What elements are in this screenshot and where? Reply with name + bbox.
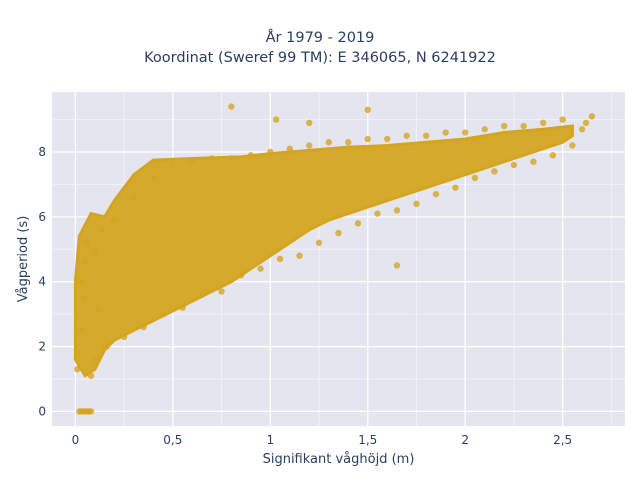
data-point xyxy=(315,239,323,246)
data-point xyxy=(539,119,547,127)
data-point xyxy=(471,174,479,182)
data-point xyxy=(491,168,498,175)
data-point xyxy=(442,129,449,136)
data-point xyxy=(228,103,235,110)
x-tick-label: 1 xyxy=(266,433,274,447)
data-point xyxy=(247,152,254,159)
data-point xyxy=(364,135,371,143)
data-point xyxy=(91,356,99,363)
data-point xyxy=(91,249,99,256)
data-point xyxy=(272,116,280,123)
data-point xyxy=(582,119,590,127)
data-point xyxy=(228,155,235,162)
data-point xyxy=(76,349,83,357)
data-point xyxy=(257,265,264,272)
data-point xyxy=(393,207,401,214)
data-point xyxy=(103,343,110,350)
data-point xyxy=(78,327,85,334)
x-tick-labels: 0 0,5 1 1,5 2 2,5 xyxy=(72,433,573,447)
data-point xyxy=(335,229,342,237)
data-point xyxy=(403,132,410,139)
data-point xyxy=(159,310,167,318)
data-point xyxy=(78,278,85,285)
data-point xyxy=(500,122,508,130)
data-point xyxy=(87,372,95,379)
data-point xyxy=(267,148,274,156)
data-point xyxy=(169,161,177,169)
data-point xyxy=(87,408,95,415)
y-tick-label: 6 xyxy=(38,210,46,224)
x-tick-label: 0 xyxy=(72,433,80,447)
data-point xyxy=(384,135,391,143)
data-point xyxy=(325,139,332,146)
data-point xyxy=(218,288,225,295)
y-tick-label: 0 xyxy=(38,404,46,418)
data-point xyxy=(461,129,469,136)
data-point xyxy=(140,323,147,331)
data-point xyxy=(179,304,186,311)
data-point xyxy=(95,307,102,315)
data-point xyxy=(432,190,440,198)
data-point xyxy=(559,116,566,123)
data-point xyxy=(481,126,488,133)
y-axis-title: Vågperiod (s) xyxy=(16,216,31,303)
data-point xyxy=(130,194,138,201)
data-point xyxy=(306,142,313,149)
data-point xyxy=(81,259,89,266)
data-point xyxy=(569,142,576,149)
y-tick-label: 2 xyxy=(38,340,46,354)
data-point xyxy=(354,220,362,227)
data-point xyxy=(286,145,293,152)
data-point xyxy=(111,216,118,224)
data-point xyxy=(83,239,91,246)
data-point xyxy=(364,106,371,114)
data-point xyxy=(588,113,596,120)
data-point xyxy=(393,262,401,269)
y-tick-label: 8 xyxy=(38,145,46,159)
data-point xyxy=(423,132,430,139)
data-point xyxy=(578,126,586,133)
y-tick-labels: 0 2 4 6 8 xyxy=(38,145,46,418)
data-point xyxy=(510,161,518,169)
chart-title-line-2: Koordinat (Sweref 99 TM): E 346065, N 62… xyxy=(144,50,496,66)
point-cloud-body xyxy=(73,124,574,378)
data-point xyxy=(345,139,352,146)
data-point xyxy=(530,158,537,165)
data-point xyxy=(306,119,313,127)
x-axis-title: Signifikant våghöjd (m) xyxy=(263,452,415,467)
data-point xyxy=(276,255,284,263)
data-point xyxy=(120,333,128,341)
data-point xyxy=(208,155,216,162)
x-tick-label: 2 xyxy=(461,433,469,447)
x-tick-label: 0,5 xyxy=(163,433,182,447)
data-point xyxy=(374,210,381,217)
data-point xyxy=(413,200,420,208)
data-point xyxy=(79,294,87,302)
data-point xyxy=(198,291,206,298)
data-points xyxy=(73,103,596,415)
data-point xyxy=(74,366,81,373)
x-tick-label: 1,5 xyxy=(358,433,377,447)
data-point xyxy=(189,158,196,165)
y-tick-label: 4 xyxy=(38,275,46,289)
data-point xyxy=(452,184,459,191)
data-point xyxy=(549,152,557,159)
data-point xyxy=(296,252,303,259)
data-point xyxy=(150,174,157,182)
x-tick-label: 2,5 xyxy=(553,433,572,447)
data-point xyxy=(99,226,106,234)
data-point xyxy=(520,122,527,130)
data-point xyxy=(237,272,245,279)
chart-title-line-1: År 1979 - 2019 xyxy=(265,30,375,46)
